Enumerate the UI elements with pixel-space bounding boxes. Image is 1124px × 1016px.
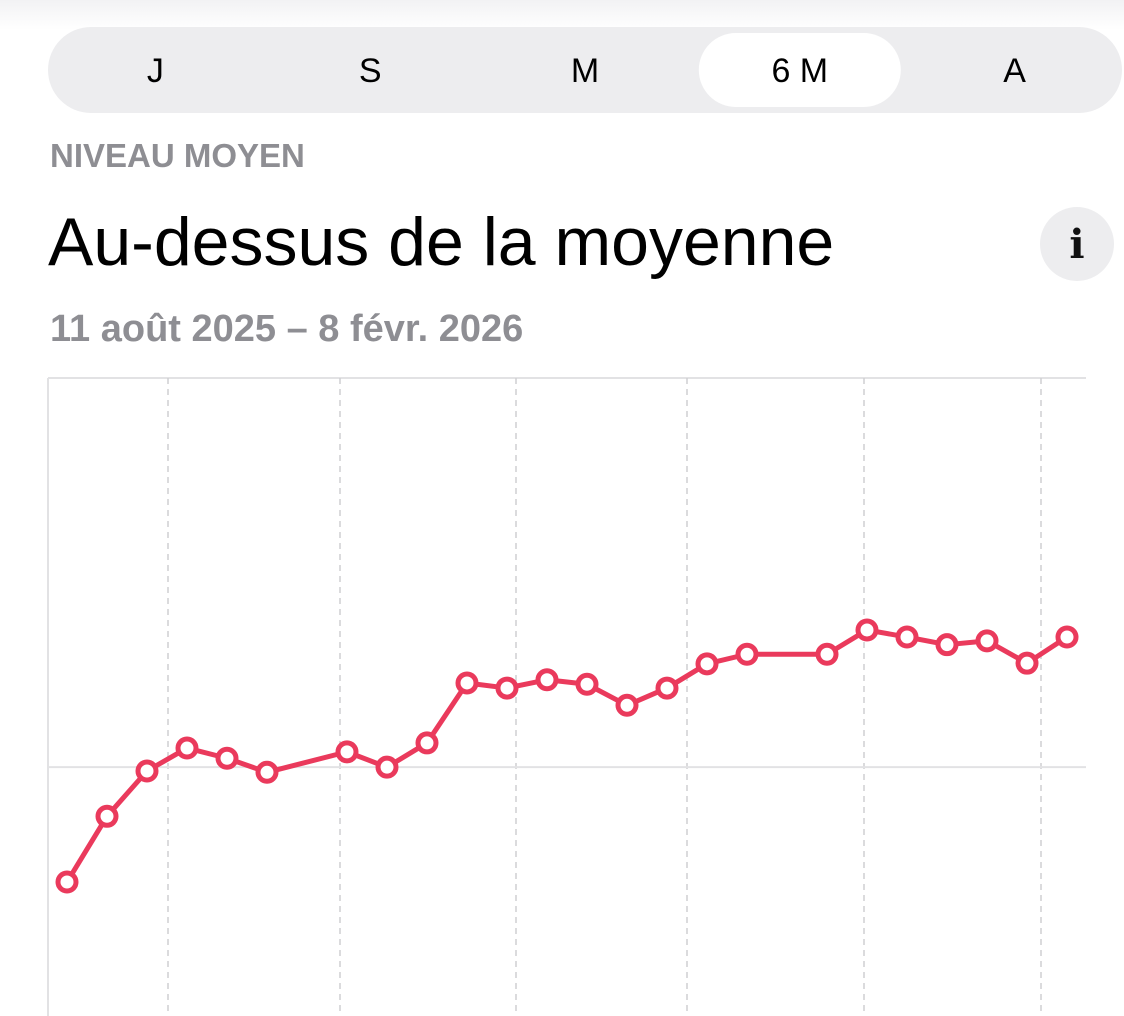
point <box>655 676 679 700</box>
point <box>575 672 599 696</box>
point <box>495 676 519 700</box>
point <box>415 731 439 755</box>
segment-label[interactable]: S <box>359 52 382 90</box>
section-label: NIVEAU MOYEN <box>50 137 305 174</box>
point <box>735 642 759 666</box>
point <box>895 625 919 649</box>
point <box>1015 651 1039 675</box>
point <box>855 618 879 642</box>
point <box>95 804 119 828</box>
point <box>815 642 839 666</box>
point <box>335 740 359 764</box>
point <box>935 633 959 657</box>
point <box>1055 625 1079 649</box>
selected-segment[interactable] <box>698 33 901 107</box>
point <box>535 668 559 692</box>
segment-label[interactable]: J <box>147 52 164 90</box>
info-icon[interactable]: i <box>1069 221 1084 268</box>
segment-label[interactable]: A <box>1003 52 1026 90</box>
point <box>455 671 479 695</box>
point <box>215 746 239 770</box>
segment-label[interactable]: 6 M <box>771 52 828 90</box>
point <box>55 870 79 894</box>
top-fade <box>0 0 1124 30</box>
date-range: 11 août 2025 – 8 févr. 2026 <box>50 308 523 350</box>
segment-label[interactable]: M <box>571 52 599 90</box>
point <box>615 693 639 717</box>
point <box>375 755 399 779</box>
point <box>975 629 999 653</box>
point <box>135 759 159 783</box>
point <box>255 760 279 784</box>
point <box>695 652 719 676</box>
info-button[interactable] <box>1040 207 1114 281</box>
title: Au-dessus de la moyenne <box>48 204 834 280</box>
point <box>175 736 199 760</box>
